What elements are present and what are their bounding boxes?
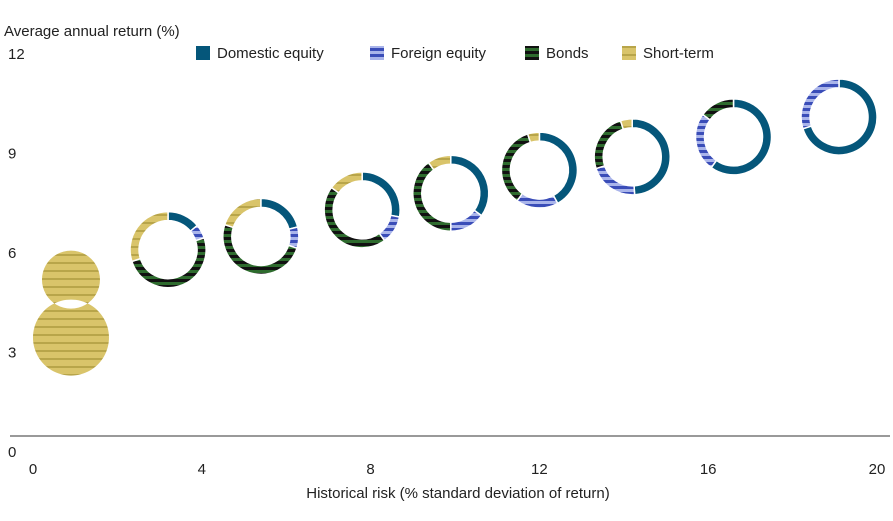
- y-tick-label: 12: [8, 46, 25, 63]
- donut-segment-bonds: [130, 236, 207, 289]
- donut-segment-bonds: [323, 186, 386, 249]
- portfolio-donut: [129, 210, 207, 289]
- portfolio-donut: [32, 250, 109, 376]
- legend-label-bonds: Bonds: [546, 45, 589, 62]
- portfolio-donut: [593, 118, 671, 196]
- donut-segment-bonds: [593, 119, 625, 170]
- donut-segment-bonds: [701, 98, 735, 121]
- donut-segment-bonds: [500, 132, 532, 202]
- legend-item-domestic: Domestic equity: [196, 45, 324, 62]
- donut-segment-domestic: [450, 154, 490, 217]
- x-tick-label: 20: [869, 461, 886, 478]
- donut-segment-short: [330, 171, 363, 194]
- legend-label-domestic: Domestic equity: [217, 45, 324, 62]
- portfolio-donut: [412, 154, 490, 233]
- donut-segment-foreign: [595, 164, 636, 196]
- donut-segment-short: [223, 197, 262, 229]
- x-tick-label: 0: [29, 461, 37, 478]
- x-tick-label: 8: [366, 461, 374, 478]
- x-tick-label: 4: [198, 461, 206, 478]
- y-tick-label: 0: [8, 444, 16, 461]
- legend-item-bonds: Bonds: [525, 45, 589, 62]
- legend-swatch-domestic: [196, 46, 210, 60]
- donut-segment-foreign: [800, 78, 840, 130]
- legend-swatch-short: [622, 46, 636, 60]
- legend-swatch-bonds: [525, 46, 539, 60]
- x-tick-label: 16: [700, 461, 717, 478]
- y-tick-label: 6: [8, 245, 16, 262]
- portfolio-donut: [222, 197, 300, 276]
- donut-segment-domestic: [538, 131, 579, 205]
- portfolio-donuts: [32, 78, 878, 376]
- donut-segment-foreign: [516, 192, 559, 209]
- legend-item-foreign: Foreign equity: [370, 45, 487, 62]
- x-axis-title: Historical risk (% standard deviation of…: [306, 485, 609, 502]
- donut-segment-short: [619, 118, 633, 131]
- legend-swatch-foreign: [370, 46, 384, 60]
- donut-segment-foreign: [450, 209, 483, 233]
- donut-segment-domestic: [631, 118, 671, 196]
- portfolio-donut: [800, 78, 878, 156]
- donut-segment-domestic: [361, 171, 401, 218]
- donut-segment-short: [129, 210, 169, 263]
- portfolio-donut: [694, 98, 773, 176]
- legend-label-foreign: Foreign equity: [391, 45, 487, 62]
- legend-item-short: Short-term: [622, 45, 714, 62]
- y-tick-labels: 0 3 6 9 12: [8, 46, 25, 461]
- y-axis-title: Average annual return (%): [4, 23, 180, 40]
- donut-segment-foreign: [694, 113, 718, 169]
- y-tick-label: 9: [8, 146, 16, 163]
- donut-segment-short: [32, 250, 109, 376]
- donut-segment-foreign: [287, 226, 300, 250]
- donut-segment-bonds: [222, 223, 298, 276]
- donut-segment-short: [427, 154, 452, 171]
- donut-segment-domestic: [260, 197, 299, 231]
- donut-segment-short: [526, 131, 541, 144]
- legend: Domestic equity Foreign equity Bonds Short-…: [196, 45, 714, 62]
- donut-segment-bonds: [412, 161, 452, 233]
- legend-label-short: Short-term: [643, 45, 714, 62]
- y-tick-label: 3: [8, 345, 16, 362]
- portfolio-donut: [500, 131, 579, 209]
- portfolio-donut: [323, 171, 401, 249]
- x-tick-label: 12: [531, 461, 548, 478]
- x-tick-labels: 0 4 8 12 16 20: [29, 461, 886, 478]
